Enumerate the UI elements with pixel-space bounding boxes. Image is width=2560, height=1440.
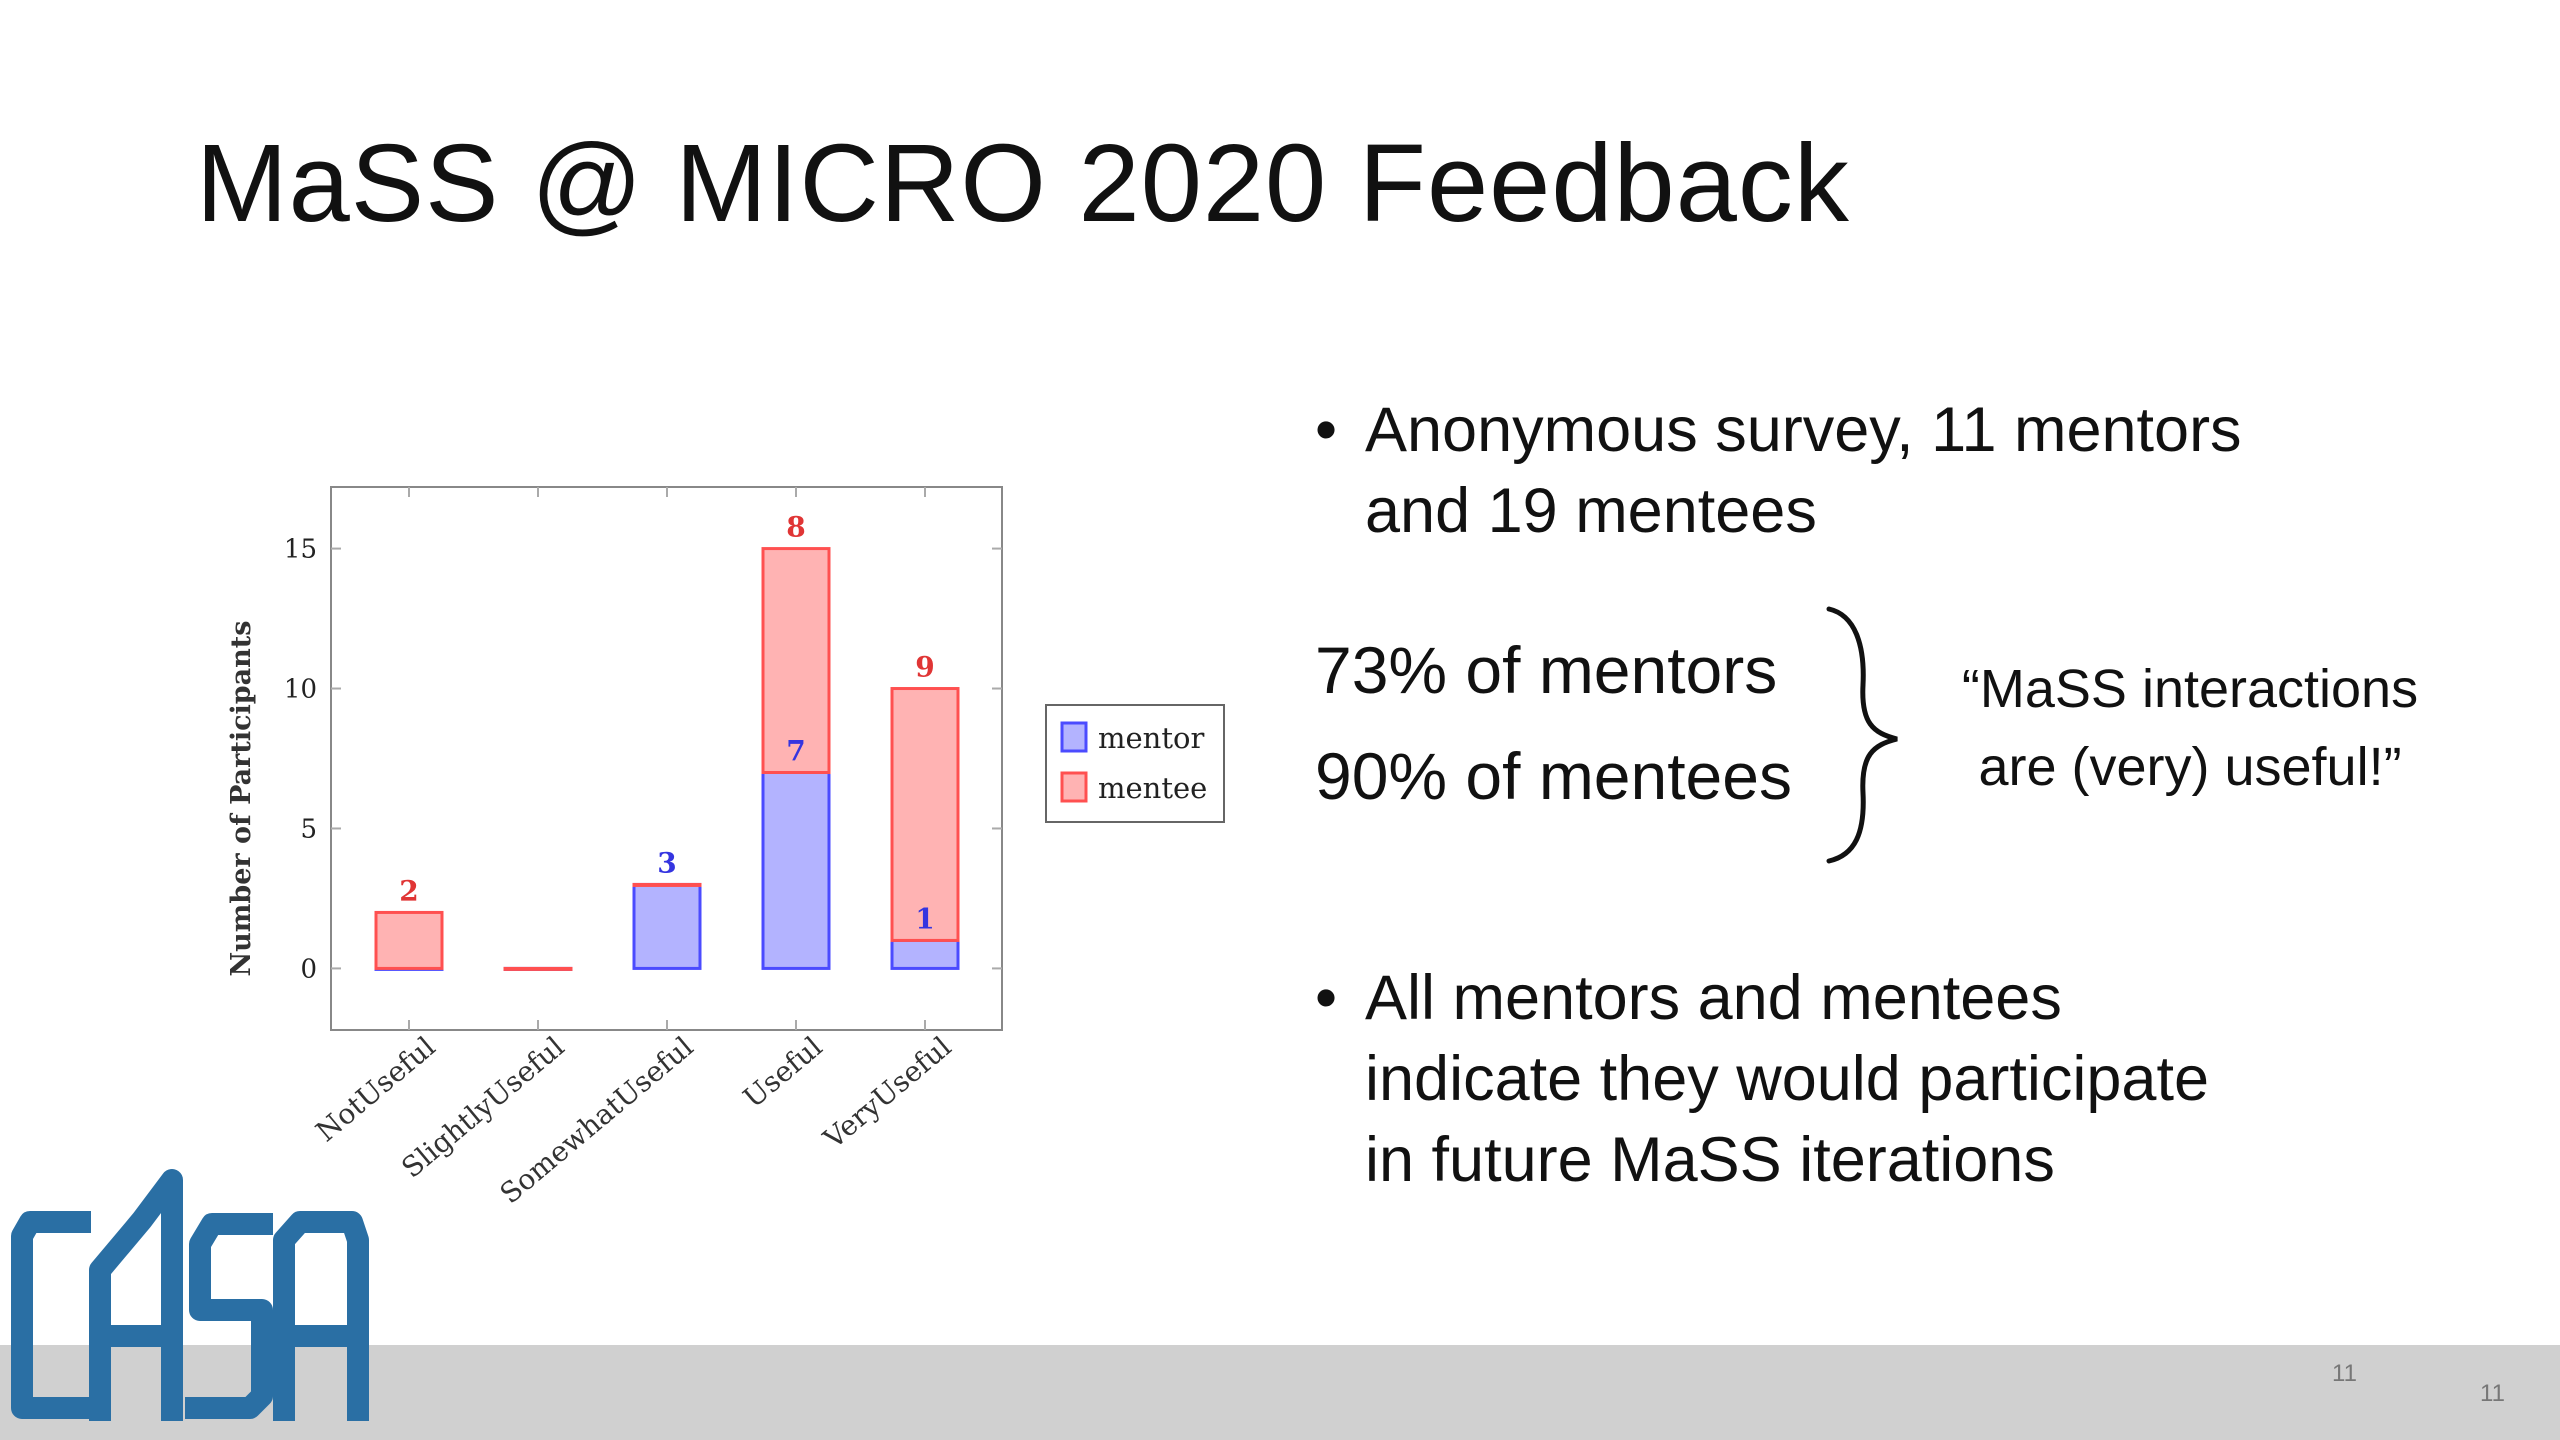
y-tick-label: 5 [300, 814, 317, 844]
bullet-dot: • [1315, 395, 1338, 465]
data-label: 3 [657, 846, 676, 879]
bullet-dot: • [1315, 963, 1338, 1033]
data-label: 7 [786, 734, 805, 767]
curly-brace-icon [1826, 606, 1898, 864]
legend-swatch-mentor [1060, 721, 1088, 753]
quote: “MaSS interactions are (very) useful!” [1940, 650, 2440, 806]
bullet-survey-line2: and 19 mentees [1365, 476, 1817, 546]
bar-mentor-VeryUseful [890, 938, 960, 970]
bar-mentee-NotUseful [374, 910, 444, 970]
data-label: 1 [915, 902, 934, 935]
bar-mentor-SomewhatUseful [632, 882, 702, 970]
y-tick-label: 15 [284, 535, 317, 565]
footer-bar [0, 1345, 2560, 1440]
legend-label-mentor: mentor [1098, 721, 1204, 755]
stat-mentees: 90% of mentees [1315, 739, 1792, 813]
quote-line1: “MaSS interactions [1961, 659, 2419, 719]
bullet-future-line2: indicate they would participate [1365, 1044, 2210, 1114]
quote-line2: are (very) useful!” [1978, 737, 2402, 797]
bar-mentee-SomewhatUseful [632, 882, 702, 887]
y-axis-label: Number of Participants [226, 621, 257, 977]
y-tick-label: 10 [284, 675, 317, 705]
stat-mentors: 73% of mentors [1315, 633, 1778, 707]
slide-number-inner: 11 [2332, 1360, 2357, 1387]
bullet-future-line3: in future MaSS iterations [1365, 1125, 2055, 1195]
slide-title: MaSS @ MICRO 2020 Feedback [196, 122, 1850, 245]
bullet-future: • All mentors and mentees indicate they … [1315, 958, 2210, 1201]
bullet-survey: • Anonymous survey, 11 mentors and 19 me… [1315, 390, 2242, 552]
x-tick-label: NotUseful [310, 1030, 442, 1148]
x-tick-label: Useful [737, 1030, 829, 1114]
slide-number-outer: 11 [2480, 1380, 2505, 1407]
y-tick-label: 0 [300, 954, 317, 984]
legend-label-mentee: mentee [1098, 771, 1207, 805]
casa-logo [11, 1169, 369, 1421]
bullet-survey-line1: Anonymous survey, 11 mentors [1365, 395, 2242, 465]
legend-swatch-mentee [1060, 771, 1088, 803]
bar-mentee-VeryUseful [890, 687, 960, 942]
data-label: 9 [915, 651, 934, 684]
bar-mentee-SlightlyUseful [503, 966, 573, 971]
x-tick-label: VeryUseful [817, 1030, 958, 1156]
bullet-future-line1: All mentors and mentees [1365, 963, 2062, 1033]
bar-mentor-Useful [761, 770, 831, 970]
data-label: 8 [786, 511, 805, 544]
bar-mentee-Useful [761, 547, 831, 774]
data-label: 2 [399, 874, 418, 907]
